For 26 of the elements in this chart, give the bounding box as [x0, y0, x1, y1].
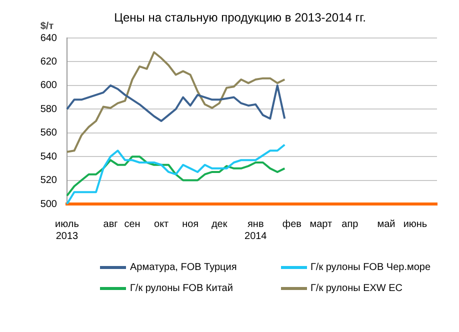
y-tick-label: 540 [40, 151, 58, 162]
y-tick-label: 620 [40, 56, 58, 68]
x-tick-label: дек [211, 218, 228, 230]
x-tick-label: июль 2013 [55, 218, 79, 242]
y-tick-label: 520 [40, 175, 58, 186]
x-tick-label: май [377, 218, 396, 230]
x-tick-label: сен [124, 218, 140, 230]
y-tick-label: 500 [40, 198, 58, 210]
x-tick-label: янв 2014 [244, 218, 268, 242]
x-tick-label: июнь [403, 218, 428, 230]
y-tick-label: 580 [40, 104, 58, 115]
y-tick-label: 640 [40, 32, 58, 44]
legend-label: Г/к рулоны FOB Китай [130, 283, 233, 294]
x-tick-label: ноя [182, 218, 199, 230]
x-tick-label: фев [282, 218, 302, 230]
chart-title: Цены на стальную продукцию в 2013-2014 гг. [114, 10, 366, 24]
legend-label: Арматура, FOB Турция [130, 262, 237, 273]
x-tick-label: окт [154, 218, 170, 230]
legend-label: Г/к рулоны EXW ЕС [310, 283, 403, 294]
legend-label: Г/к рулоны FOB Чер.море [310, 262, 431, 273]
y-axis-title: $/т [40, 20, 54, 32]
x-tick-label: авг [103, 218, 118, 230]
y-tick-label: 560 [40, 128, 58, 139]
x-tick-label: март [310, 218, 333, 230]
y-tick-label: 600 [40, 80, 58, 92]
x-tick-label: апр [342, 218, 359, 230]
